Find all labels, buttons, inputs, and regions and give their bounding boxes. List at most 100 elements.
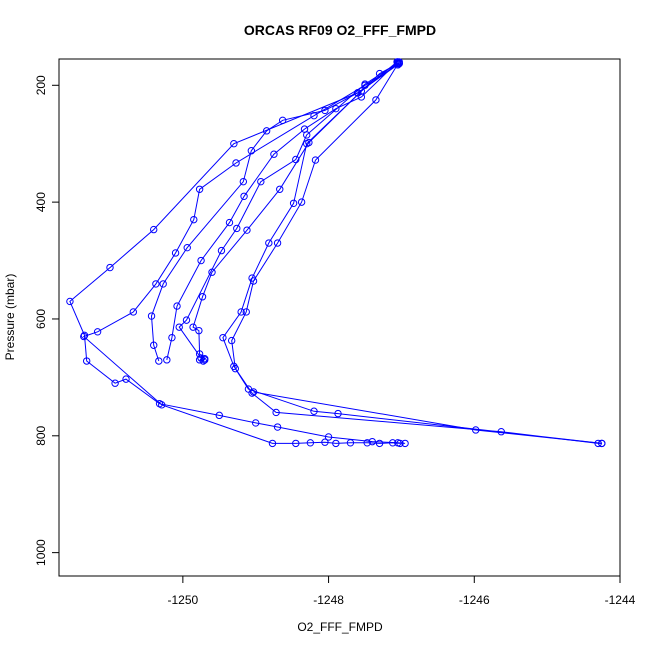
series-line xyxy=(253,391,602,444)
data-point xyxy=(247,147,256,155)
data-point xyxy=(262,127,271,135)
data-point xyxy=(265,239,273,247)
data-point xyxy=(396,439,404,448)
data-point xyxy=(372,96,380,104)
data-point xyxy=(240,192,248,200)
data-point xyxy=(248,274,256,282)
data-point xyxy=(334,409,342,418)
data-point xyxy=(306,439,315,447)
y-tick-label: 200 xyxy=(34,75,48,95)
data-point xyxy=(175,323,183,331)
chart-title: ORCAS RF09 O2_FFF_FMPD xyxy=(244,22,436,38)
x-tick-label: -1246 xyxy=(459,593,490,607)
data-point xyxy=(395,58,403,66)
data-point xyxy=(155,357,163,365)
x-tick-label: -1248 xyxy=(313,593,344,607)
data-point xyxy=(276,185,284,193)
data-point xyxy=(237,308,245,316)
data-point xyxy=(346,439,355,447)
data-point xyxy=(292,155,300,164)
data-point xyxy=(303,131,311,139)
data-point xyxy=(332,439,340,448)
data-point xyxy=(303,140,311,148)
data-point xyxy=(190,215,198,224)
data-point xyxy=(197,354,205,362)
data-point xyxy=(152,280,160,288)
data-point xyxy=(147,312,156,320)
series xyxy=(163,58,402,364)
data-point xyxy=(363,439,371,447)
x-axis: -1250 -1248 -1246 -1244 xyxy=(168,575,636,607)
data-point xyxy=(171,249,180,257)
x-axis-label: O2_FFF_FMPD xyxy=(297,620,383,634)
data-point xyxy=(198,293,207,301)
series-line xyxy=(69,62,406,444)
y-tick-label: 400 xyxy=(34,192,48,212)
series-layer xyxy=(66,58,606,448)
data-point xyxy=(332,104,340,113)
data-point xyxy=(150,225,158,234)
data-point xyxy=(368,437,376,446)
data-point xyxy=(163,356,171,364)
data-point xyxy=(311,156,320,164)
data-point xyxy=(217,246,226,255)
data-point xyxy=(310,407,318,415)
data-point xyxy=(215,411,223,420)
data-point xyxy=(227,336,236,345)
data-point xyxy=(159,280,167,288)
data-point xyxy=(375,69,384,78)
data-point xyxy=(230,140,238,148)
data-point xyxy=(289,199,298,207)
data-point xyxy=(243,226,251,234)
data-point xyxy=(195,185,204,193)
series xyxy=(66,59,409,448)
series-line xyxy=(150,63,400,362)
data-point xyxy=(273,239,282,247)
data-point xyxy=(195,350,204,358)
data-point xyxy=(66,297,74,306)
data-point xyxy=(168,333,176,342)
data-point xyxy=(232,159,240,167)
series-line xyxy=(178,62,399,361)
data-point xyxy=(321,438,329,446)
data-point xyxy=(252,419,260,427)
data-point xyxy=(106,263,114,272)
data-point xyxy=(111,379,119,387)
data-point xyxy=(273,423,282,431)
x-tick-label: -1250 xyxy=(168,593,199,607)
data-point xyxy=(173,302,181,310)
data-point xyxy=(182,316,191,324)
data-point xyxy=(257,177,265,186)
series xyxy=(249,388,606,448)
series xyxy=(175,59,402,364)
data-point xyxy=(219,333,227,342)
data-point xyxy=(324,433,333,441)
data-point xyxy=(230,362,238,370)
data-point xyxy=(93,328,102,336)
data-point xyxy=(242,308,250,316)
data-point xyxy=(388,439,397,447)
y-tick-label: 800 xyxy=(34,425,48,445)
data-point xyxy=(233,224,241,233)
series-line xyxy=(192,61,398,362)
data-point xyxy=(401,439,409,448)
data-point xyxy=(183,243,191,252)
data-point xyxy=(248,389,256,397)
data-point xyxy=(357,93,366,101)
series-line xyxy=(82,64,401,444)
y-axis-label: Pressure (mbar) xyxy=(3,274,17,361)
data-point xyxy=(270,150,278,158)
series xyxy=(80,61,404,448)
data-point xyxy=(268,439,277,448)
data-point xyxy=(225,218,234,227)
data-point xyxy=(195,326,203,335)
data-point xyxy=(82,357,91,365)
series xyxy=(147,59,403,365)
series-line xyxy=(166,61,399,361)
data-point xyxy=(375,439,384,448)
data-point xyxy=(472,426,480,434)
data-point xyxy=(292,439,300,448)
x-tick-label: -1244 xyxy=(605,593,636,607)
data-point xyxy=(80,332,88,341)
